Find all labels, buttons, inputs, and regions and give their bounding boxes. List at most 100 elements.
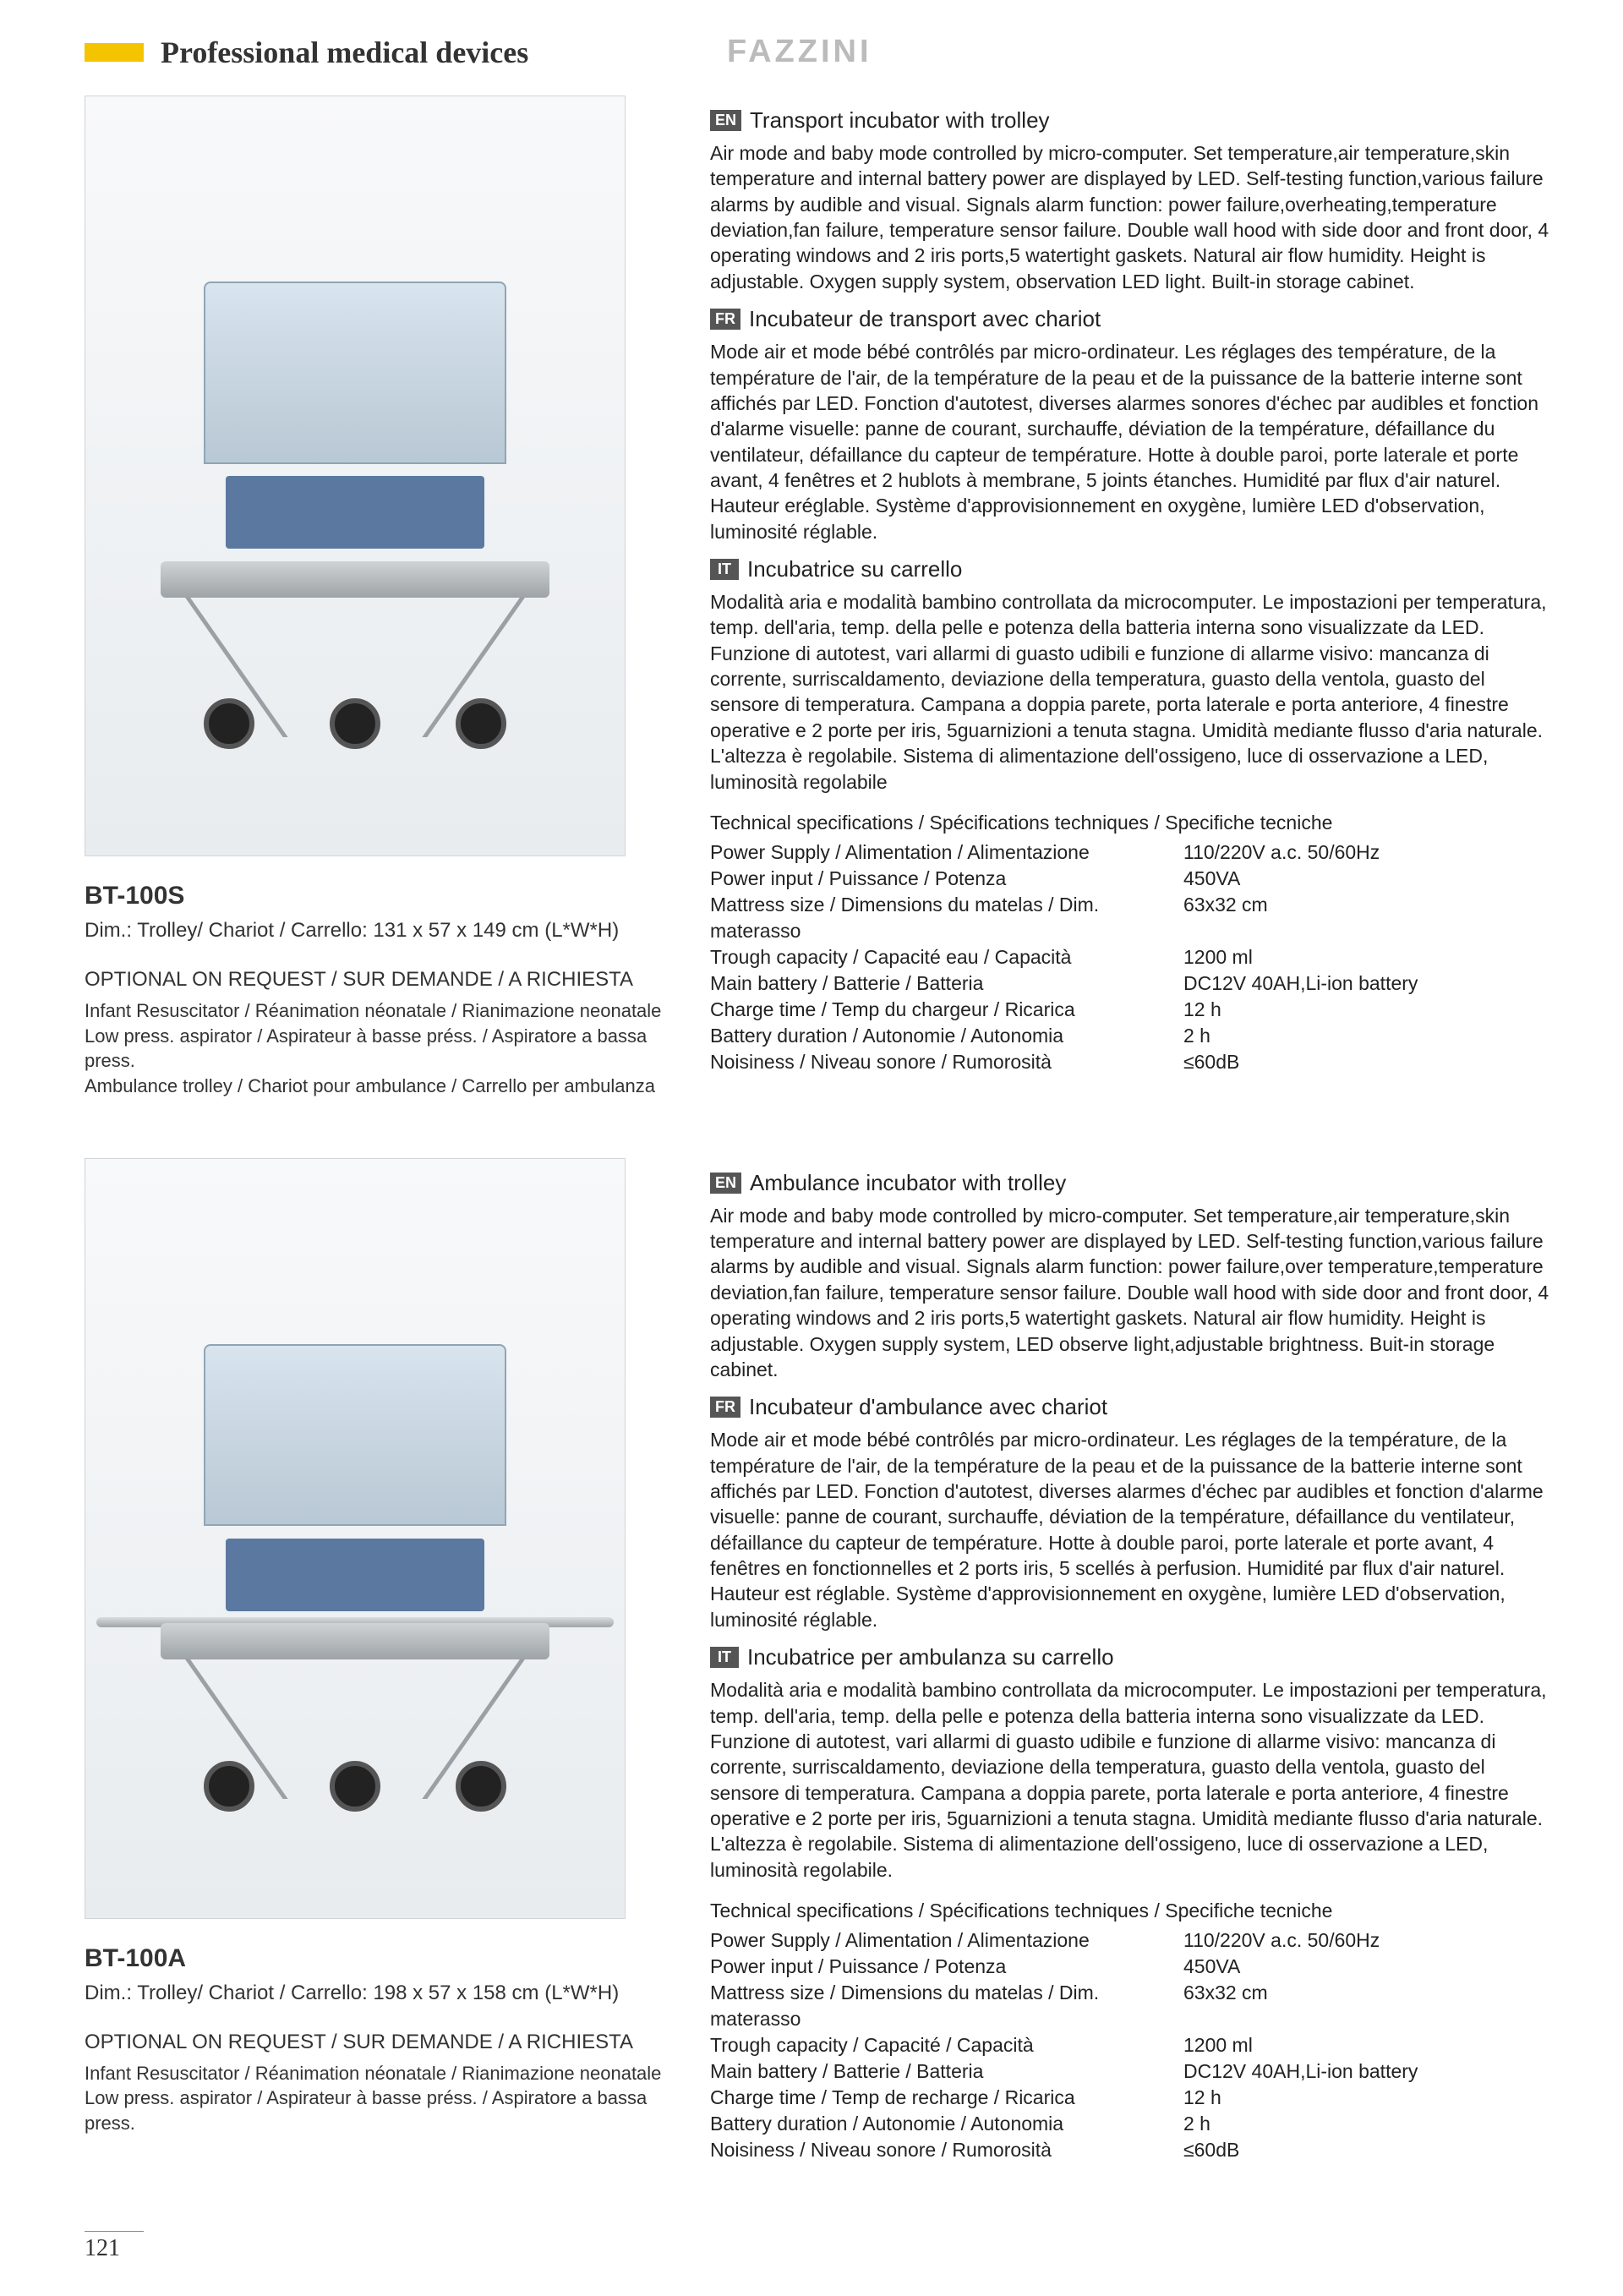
product2-tech-label: Noisiness / Niveau sonore / Rumorosità bbox=[710, 2137, 1183, 2163]
product2-tech-label: Charge time / Temp de recharge / Ricaric… bbox=[710, 2085, 1183, 2111]
product2-fr-title: Incubateur d'ambulance avec chariot bbox=[749, 1394, 1107, 1420]
product1-tech-label: Mattress size / Dimensions du matelas / … bbox=[710, 892, 1183, 944]
product1-tech-row: Charge time / Temp du chargeur / Ricaric… bbox=[710, 997, 1555, 1023]
product1-tech-value: 12 h bbox=[1183, 997, 1555, 1023]
product1-tech-label: Trough capacity / Capacité eau / Capacit… bbox=[710, 944, 1183, 970]
product1-tech-label: Battery duration / Autonomie / Autonomia bbox=[710, 1023, 1183, 1049]
lang-badge-en: EN bbox=[710, 110, 741, 131]
product1-optional-1: Infant Resuscitator / Réanimation néonat… bbox=[85, 998, 685, 1024]
product1-tech-value: 1200 ml bbox=[1183, 944, 1555, 970]
product2-optional-header: OPTIONAL ON REQUEST / SUR DEMANDE / A RI… bbox=[85, 2031, 685, 2054]
product2-tech-value: 450VA bbox=[1183, 1954, 1555, 1980]
product1-tech-row: Noisiness / Niveau sonore / Rumorosità≤6… bbox=[710, 1049, 1555, 1075]
product2-optional-2: Low press. aspirator / Aspirateur à bass… bbox=[85, 2086, 685, 2135]
page-header: Professional medical devices FAZZINI bbox=[85, 34, 1555, 70]
product2-left: BT-100A Dim.: Trolley/ Chariot / Carrell… bbox=[85, 1158, 710, 2164]
product1-optional-3: Ambulance trolley / Chariot pour ambulan… bbox=[85, 1074, 685, 1099]
product2-image bbox=[85, 1158, 626, 1919]
page-title: Professional medical devices bbox=[161, 35, 685, 70]
product1-tech-row: Power Supply / Alimentation / Alimentazi… bbox=[710, 839, 1555, 866]
product1-tech-row: Mattress size / Dimensions du matelas / … bbox=[710, 892, 1555, 944]
product1-tech-value: DC12V 40AH,Li-ion battery bbox=[1183, 970, 1555, 997]
product2-fr-heading: FR Incubateur d'ambulance avec chariot bbox=[710, 1394, 1555, 1420]
product2-tech-label: Main battery / Batterie / Batteria bbox=[710, 2058, 1183, 2085]
product1-fr-title: Incubateur de transport avec chariot bbox=[749, 306, 1101, 332]
product2-tech-label: Mattress size / Dimensions du matelas / … bbox=[710, 1980, 1183, 2032]
accent-bar bbox=[85, 43, 144, 62]
product1-tech-row: Battery duration / Autonomie / Autonomia… bbox=[710, 1023, 1555, 1049]
product1-tech-value: 63x32 cm bbox=[1183, 892, 1555, 944]
product2-en-title: Ambulance incubator with trolley bbox=[750, 1170, 1066, 1196]
product2-tech-value: 110/220V a.c. 50/60Hz bbox=[1183, 1927, 1555, 1954]
product-bt100s: BT-100S Dim.: Trolley/ Chariot / Carrell… bbox=[85, 96, 1555, 1099]
product1-it-title: Incubatrice su carrello bbox=[747, 556, 962, 582]
lang-badge-en: EN bbox=[710, 1173, 741, 1194]
product1-tech-value: 450VA bbox=[1183, 866, 1555, 892]
product1-tech-value: ≤60dB bbox=[1183, 1049, 1555, 1075]
product2-right: EN Ambulance incubator with trolley Air … bbox=[710, 1158, 1555, 2164]
product2-tech-row: Main battery / Batterie / BatteriaDC12V … bbox=[710, 2058, 1555, 2085]
product2-tech-label: Power input / Puissance / Potenza bbox=[710, 1954, 1183, 1980]
product1-tech-label: Main battery / Batterie / Batteria bbox=[710, 970, 1183, 997]
product1-tech-label: Charge time / Temp du chargeur / Ricaric… bbox=[710, 997, 1183, 1023]
product1-tech-label: Power Supply / Alimentation / Alimentazi… bbox=[710, 839, 1183, 866]
page-number: 121 bbox=[85, 2231, 144, 2262]
product2-model: BT-100A bbox=[85, 1944, 685, 1973]
product2-tech-row: Charge time / Temp de recharge / Ricaric… bbox=[710, 2085, 1555, 2111]
product2-tech-label: Trough capacity / Capacité / Capacità bbox=[710, 2032, 1183, 2058]
product2-tech-value: 12 h bbox=[1183, 2085, 1555, 2111]
product2-tech-table: Power Supply / Alimentation / Alimentazi… bbox=[710, 1927, 1555, 2163]
product2-optional-1: Infant Resuscitator / Réanimation néonat… bbox=[85, 2061, 685, 2086]
product2-en-heading: EN Ambulance incubator with trolley bbox=[710, 1170, 1555, 1196]
product2-tech-label: Battery duration / Autonomie / Autonomia bbox=[710, 2111, 1183, 2137]
product1-tech-label: Power input / Puissance / Potenza bbox=[710, 866, 1183, 892]
lang-badge-it: IT bbox=[710, 1647, 739, 1668]
product2-tech-value: 2 h bbox=[1183, 2111, 1555, 2137]
product2-tech-label: Power Supply / Alimentation / Alimentazi… bbox=[710, 1927, 1183, 1954]
product1-fr-body: Mode air et mode bébé contrôlés par micr… bbox=[710, 339, 1555, 544]
product1-tech-value: 2 h bbox=[1183, 1023, 1555, 1049]
product2-fr-body: Mode air et mode bébé contrôlés par micr… bbox=[710, 1427, 1555, 1632]
product1-tech-row: Main battery / Batterie / BatteriaDC12V … bbox=[710, 970, 1555, 997]
product2-tech-value: ≤60dB bbox=[1183, 2137, 1555, 2163]
product1-image bbox=[85, 96, 626, 856]
product2-tech-row: Power input / Puissance / Potenza450VA bbox=[710, 1954, 1555, 1980]
product1-left: BT-100S Dim.: Trolley/ Chariot / Carrell… bbox=[85, 96, 710, 1099]
product2-dimensions: Dim.: Trolley/ Chariot / Carrello: 198 x… bbox=[85, 1982, 685, 2005]
product1-optional-header: OPTIONAL ON REQUEST / SUR DEMANDE / A RI… bbox=[85, 968, 685, 992]
product2-it-body: Modalità aria e modalità bambino control… bbox=[710, 1677, 1555, 1883]
lang-badge-fr: FR bbox=[710, 309, 740, 330]
product1-en-title: Transport incubator with trolley bbox=[750, 107, 1050, 134]
lang-badge-it: IT bbox=[710, 559, 739, 580]
product2-tech-row: Trough capacity / Capacité / Capacità120… bbox=[710, 2032, 1555, 2058]
product1-en-body: Air mode and baby mode controlled by mic… bbox=[710, 140, 1555, 294]
product2-tech-value: DC12V 40AH,Li-ion battery bbox=[1183, 2058, 1555, 2085]
product1-dimensions: Dim.: Trolley/ Chariot / Carrello: 131 x… bbox=[85, 919, 685, 943]
product-bt100a: BT-100A Dim.: Trolley/ Chariot / Carrell… bbox=[85, 1158, 1555, 2164]
product2-tech-row: Battery duration / Autonomie / Autonomia… bbox=[710, 2111, 1555, 2137]
product2-tech-value: 63x32 cm bbox=[1183, 1980, 1555, 2032]
product1-optional-2: Low press. aspirator / Aspirateur à bass… bbox=[85, 1024, 685, 1074]
product2-tech-value: 1200 ml bbox=[1183, 2032, 1555, 2058]
product2-tech-row: Noisiness / Niveau sonore / Rumorosità≤6… bbox=[710, 2137, 1555, 2163]
product1-fr-heading: FR Incubateur de transport avec chariot bbox=[710, 306, 1555, 332]
product1-it-heading: IT Incubatrice su carrello bbox=[710, 556, 1555, 582]
product2-tech-row: Mattress size / Dimensions du matelas / … bbox=[710, 1980, 1555, 2032]
product1-it-body: Modalità aria e modalità bambino control… bbox=[710, 589, 1555, 795]
product1-model: BT-100S bbox=[85, 882, 685, 910]
product2-en-body: Air mode and baby mode controlled by mic… bbox=[710, 1203, 1555, 1383]
product2-tech-header: Technical specifications / Spécification… bbox=[710, 1900, 1555, 1922]
product2-tech-row: Power Supply / Alimentation / Alimentazi… bbox=[710, 1927, 1555, 1954]
product1-en-heading: EN Transport incubator with trolley bbox=[710, 107, 1555, 134]
product1-tech-table: Power Supply / Alimentation / Alimentazi… bbox=[710, 839, 1555, 1075]
product1-tech-header: Technical specifications / Spécification… bbox=[710, 812, 1555, 834]
product1-tech-row: Power input / Puissance / Potenza450VA bbox=[710, 866, 1555, 892]
product1-tech-row: Trough capacity / Capacité eau / Capacit… bbox=[710, 944, 1555, 970]
product1-tech-label: Noisiness / Niveau sonore / Rumorosità bbox=[710, 1049, 1183, 1075]
brand-name: FAZZINI bbox=[727, 34, 872, 70]
product2-it-heading: IT Incubatrice per ambulanza su carrello bbox=[710, 1644, 1555, 1670]
lang-badge-fr: FR bbox=[710, 1397, 740, 1418]
product2-it-title: Incubatrice per ambulanza su carrello bbox=[747, 1644, 1114, 1670]
product1-right: EN Transport incubator with trolley Air … bbox=[710, 96, 1555, 1099]
product1-tech-value: 110/220V a.c. 50/60Hz bbox=[1183, 839, 1555, 866]
